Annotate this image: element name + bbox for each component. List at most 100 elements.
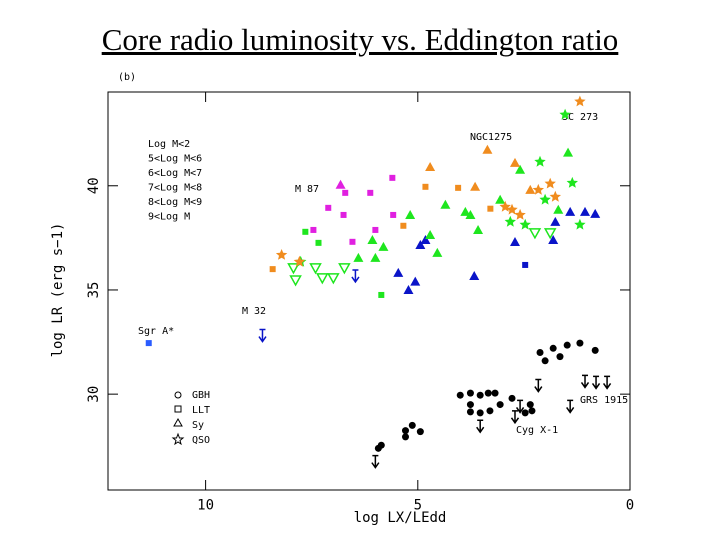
point <box>559 108 571 120</box>
point <box>309 263 322 275</box>
point <box>390 211 397 218</box>
point <box>466 389 474 397</box>
upper-limit <box>580 374 590 389</box>
series <box>310 174 397 245</box>
point <box>496 401 504 409</box>
symbol-legend-label: GBH <box>192 390 210 401</box>
symbol-legend-icons <box>171 391 185 446</box>
point <box>532 183 544 195</box>
point <box>476 391 484 399</box>
point <box>289 275 302 287</box>
point <box>405 209 416 219</box>
point <box>310 226 317 233</box>
upper-limit <box>510 410 520 425</box>
point <box>275 249 288 260</box>
upper-limit <box>534 378 543 393</box>
symbol-legend-label: QSO <box>192 435 210 446</box>
legend-entry: 7<Log M<8 <box>148 183 202 194</box>
y-tick-label: 35 <box>86 282 102 299</box>
chart-title: Core radio luminosity vs. Eddington rati… <box>101 22 619 57</box>
point <box>372 226 379 233</box>
point <box>456 391 464 399</box>
point <box>425 229 436 239</box>
point <box>482 144 493 154</box>
point <box>528 228 542 240</box>
point <box>509 157 520 167</box>
plot-frame <box>107 91 631 491</box>
point <box>504 215 516 227</box>
point <box>316 273 329 285</box>
point <box>145 340 152 347</box>
point <box>506 203 518 215</box>
point <box>455 184 462 191</box>
point <box>465 209 476 219</box>
point <box>338 263 351 275</box>
x-tick-label: 0 <box>626 498 634 514</box>
point <box>528 407 536 415</box>
point <box>469 270 480 280</box>
point <box>556 353 564 361</box>
upper-limit <box>602 375 612 390</box>
point <box>534 155 546 167</box>
legend-entry: 6<Log M<7 <box>148 168 202 179</box>
point <box>440 199 451 209</box>
point <box>543 228 557 240</box>
point <box>401 427 409 435</box>
legend-entry: Log M<2 <box>148 139 190 150</box>
point <box>367 234 378 244</box>
point <box>549 344 557 352</box>
point <box>401 433 409 441</box>
series <box>145 340 152 347</box>
point <box>315 239 322 246</box>
annotation: Sgr A* <box>138 326 174 337</box>
point <box>432 247 443 257</box>
point <box>349 238 356 245</box>
point <box>486 407 494 415</box>
point <box>514 208 526 220</box>
point <box>403 284 414 294</box>
upper-limit <box>591 375 601 390</box>
point <box>415 239 426 249</box>
point <box>491 389 499 397</box>
point <box>574 218 586 230</box>
annotation: Cyg X-1 <box>516 425 558 436</box>
annotation: M 87 <box>295 184 319 195</box>
point <box>590 208 601 218</box>
point <box>544 177 556 189</box>
point <box>302 228 309 235</box>
point <box>515 164 526 174</box>
point <box>420 234 431 244</box>
point <box>576 339 584 347</box>
point <box>536 348 544 356</box>
legend-entry: 9<Log M <box>148 212 190 223</box>
point <box>460 206 471 216</box>
series <box>258 206 601 343</box>
point <box>353 252 364 262</box>
annotation: GRS 1915 <box>580 395 628 406</box>
upper-limit <box>476 419 485 434</box>
point <box>495 194 506 204</box>
x-tick-label: 5 <box>414 498 422 514</box>
point <box>476 409 484 417</box>
point <box>400 222 407 229</box>
point <box>378 291 385 298</box>
legend-entry: 8<Log M<9 <box>148 197 202 208</box>
x-axis-label: log LX/LEdd <box>354 510 447 526</box>
point <box>508 394 516 402</box>
point <box>342 189 349 196</box>
point <box>563 341 571 349</box>
point <box>378 241 389 251</box>
point <box>325 204 332 211</box>
point <box>389 174 396 181</box>
point <box>553 204 564 214</box>
point <box>393 267 404 277</box>
point <box>470 181 481 191</box>
point <box>566 176 578 188</box>
point <box>269 266 276 273</box>
point <box>335 179 346 189</box>
series <box>287 108 586 298</box>
annotation: 3C 273 <box>562 112 598 123</box>
point <box>293 255 306 267</box>
